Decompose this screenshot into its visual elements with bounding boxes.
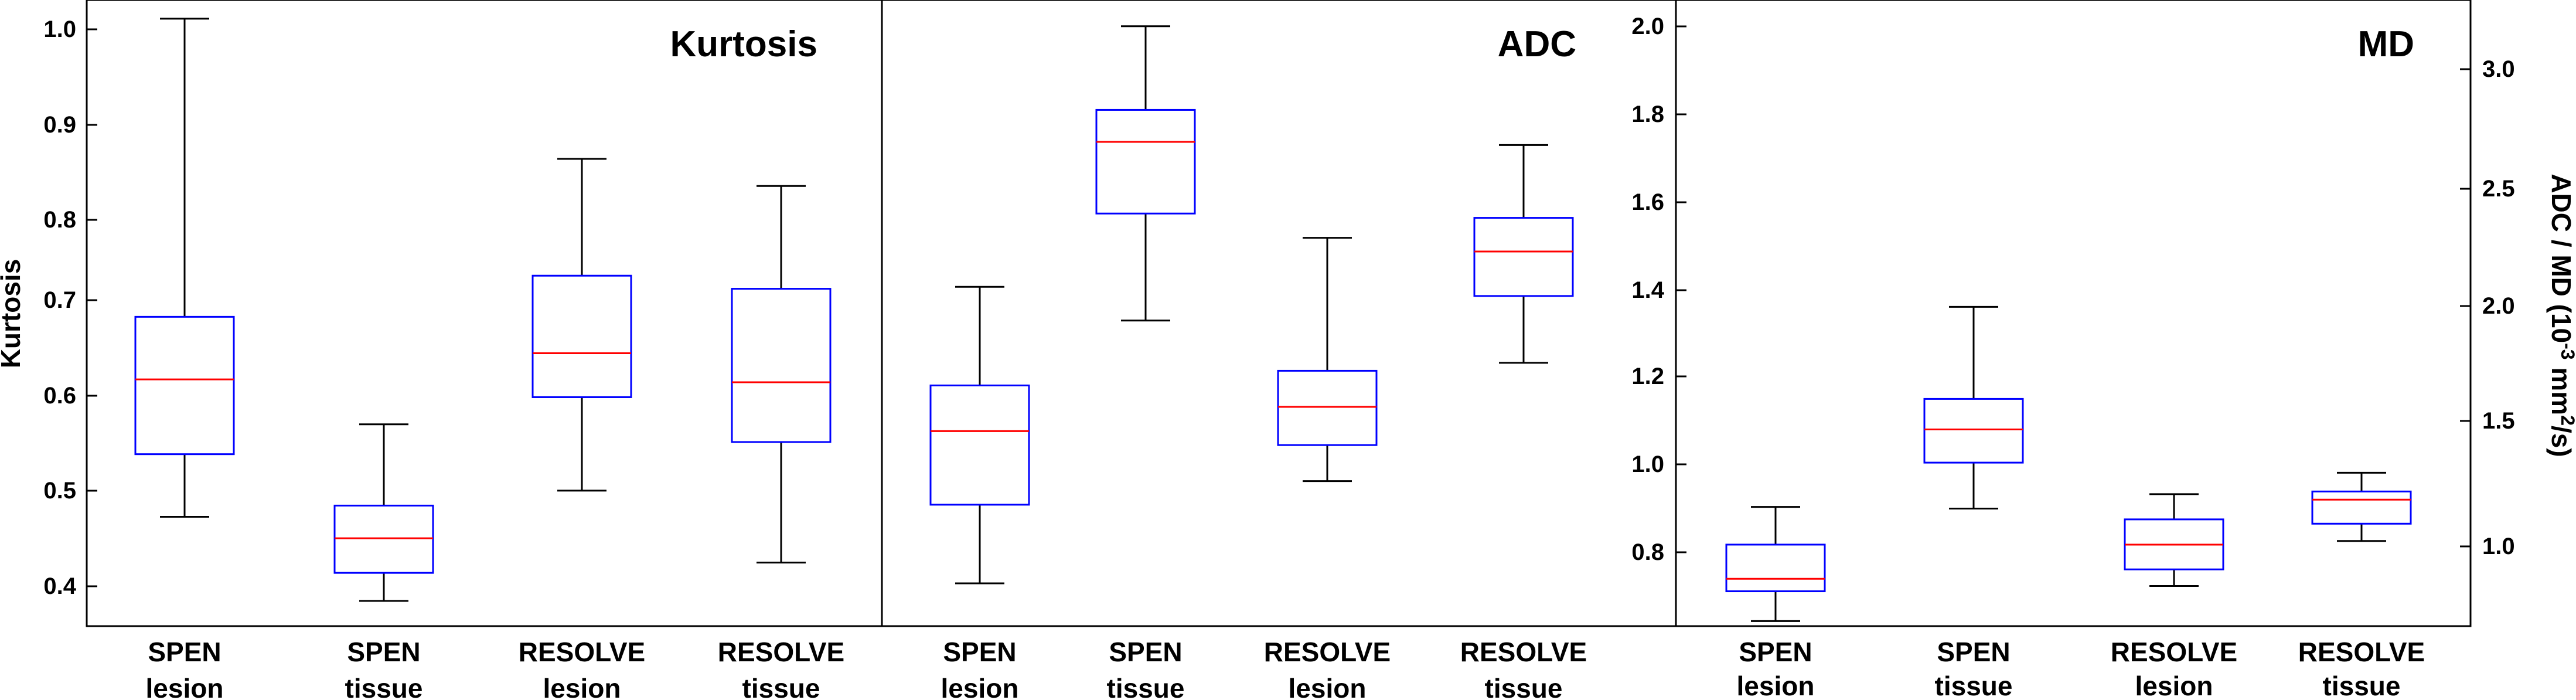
kurtosis-tick-label: 0.7 [43,287,76,313]
md-category-labels: SPEN lesion SPEN tissue RESOLVE lesion RESO… [1737,637,2425,700]
category-label: RESOLVE tissue [718,637,844,700]
kurtosis-y-axis: 0.4 0.5 0.6 0.7 0.8 0.9 1.0 [43,16,97,599]
md-right-tick-label: 2.5 [2482,176,2515,202]
category-label: SPEN tissue [1107,637,1185,700]
md-left-tick-label: 1.6 [1631,189,1664,215]
interquartile-box [531,274,632,398]
md-panel-frame [1675,0,2472,627]
box-plot-item [531,158,632,492]
category-label: RESOLVE tissue [1460,637,1587,700]
box-plot-item [2124,493,2224,587]
interquartile-box [2311,490,2412,525]
md-left-tick-label: 1.8 [1631,101,1664,127]
md-left-tick-label: 2.0 [1631,13,1664,39]
category-label: SPEN lesion [941,637,1019,700]
adc-category-labels: SPEN lesion SPEN tissue RESOLVE lesion RESO… [941,637,1587,700]
box-plot-item [1277,237,1378,482]
adc-box-series [929,25,1574,585]
md-right-tick-label: 1.5 [2482,408,2515,434]
md-right-y-axis: 1.0 1.5 2.0 2.5 3.0 [2460,56,2515,559]
adc-panel-frame [881,0,1677,627]
kurtosis-panel-frame [86,0,883,627]
kurtosis-panel-title: Kurtosis [670,24,817,64]
box-plot-item [333,423,434,602]
md-box-series [1725,305,2412,622]
md-panel-title: MD [2358,24,2414,64]
kurtosis-tick-label: 0.4 [43,573,76,599]
kurtosis-tick-label: 1.0 [43,16,76,42]
category-label: RESOLVE lesion [1264,637,1391,700]
md-left-y-axis: 0.8 1.0 1.2 1.4 1.6 1.8 2.0 [1631,13,1686,565]
box-plot-item [731,185,832,564]
box-plot-item [1473,144,1574,364]
interquartile-box [1923,397,2024,464]
interquartile-box [1473,217,1574,297]
category-label: SPEN lesion [146,637,224,700]
category-label: SPEN lesion [1737,637,1815,700]
adc-md-axis-label: ADC / MD (10-3 mm2/s) [2546,174,2576,457]
box-plot-item [2311,471,2412,542]
interquartile-box [333,504,434,574]
category-label: SPEN tissue [345,637,423,700]
md-right-tick-label: 2.0 [2482,293,2515,319]
kurtosis-box-series [134,18,832,602]
adc-panel-title: ADC [1498,24,1576,64]
interquartile-box [134,315,235,456]
box-plot-item [929,286,1030,585]
md-left-tick-label: 1.2 [1631,363,1664,389]
category-label: RESOLVE lesion [519,637,645,700]
category-label: RESOLVE tissue [2298,637,2425,700]
box-plot-item [1095,25,1196,322]
md-right-tick-label: 1.0 [2482,534,2515,559]
interquartile-box [1095,108,1196,215]
interquartile-box [1277,369,1378,446]
kurtosis-axis-label: Kurtosis [0,259,26,369]
box-plot-item [1923,305,2024,509]
box-plot-item [1725,506,1826,622]
interquartile-box [731,288,832,443]
md-left-tick-label: 0.8 [1631,539,1664,565]
md-left-tick-label: 1.0 [1631,451,1664,477]
interquartile-box [1725,543,1826,593]
kurtosis-category-labels: SPEN lesion SPEN tissue RESOLVE lesion RESO… [146,637,845,700]
interquartile-box [929,384,1030,506]
kurtosis-tick-label: 0.5 [43,478,76,504]
kurtosis-tick-label: 0.8 [43,207,76,233]
md-right-tick-label: 3.0 [2482,56,2515,82]
box-plot-item [134,18,235,518]
md-left-tick-label: 1.4 [1631,277,1664,303]
category-label: RESOLVE lesion [2111,637,2237,700]
kurtosis-tick-label: 0.6 [43,383,76,409]
category-label: SPEN tissue [1935,637,2013,700]
kurtosis-tick-label: 0.9 [43,112,76,138]
